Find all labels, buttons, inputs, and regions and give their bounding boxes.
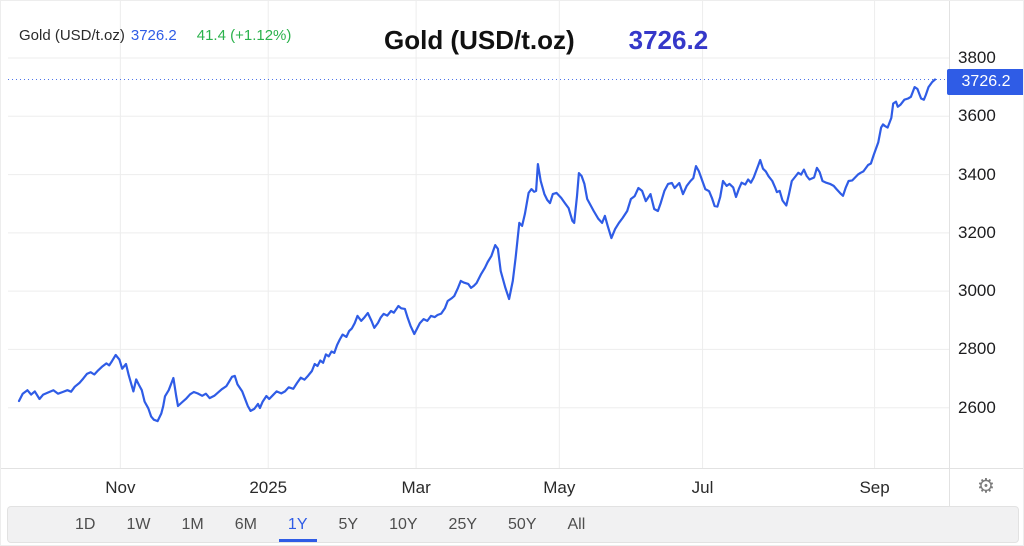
time-axis[interactable]: ⚙ Nov 2025 Mar May Jul Sep <box>1 468 1023 506</box>
chart-title-group: Gold (USD/t.oz) 3726.2 <box>384 25 708 55</box>
x-axis-label: 2025 <box>249 478 288 497</box>
range-button-25y[interactable]: 25Y <box>440 507 486 542</box>
range-button-1y[interactable]: 1Y <box>278 507 317 542</box>
price-line-chart[interactable] <box>8 1 949 468</box>
legend-symbol: Gold (USD/t.oz) <box>19 27 125 44</box>
y-axis-label: 3800 <box>958 48 996 67</box>
legend-price: 3726.2 <box>130 27 177 44</box>
y-axis-label: 3400 <box>958 164 996 184</box>
price-axis-divider <box>949 1 950 506</box>
legend-change: 41.4 (+1.12%) <box>196 27 292 44</box>
range-button-1m[interactable]: 1M <box>172 507 212 542</box>
range-button-6m[interactable]: 6M <box>226 507 266 542</box>
x-axis-label: Mar <box>401 478 431 497</box>
chart-legend: Gold (USD/t.oz) 3726.2 41.4 (+1.12%) <box>19 26 291 46</box>
y-axis-label: 3200 <box>958 222 996 242</box>
y-axis-label: 2800 <box>958 339 996 359</box>
x-axis-label: May <box>543 478 576 497</box>
range-toolbar: 1D 1W 1M 6M 1Y 5Y 10Y 25Y 50Y All <box>7 506 1019 543</box>
y-axis-label: 3000 <box>958 281 996 301</box>
x-axis-label: Sep <box>859 478 890 497</box>
y-axis-label: 3600 <box>958 106 996 126</box>
gear-icon[interactable]: ⚙ <box>977 475 995 498</box>
current-price-badge: 3726.2 <box>947 68 1023 95</box>
page-title: Gold (USD/t.oz) <box>384 25 575 55</box>
range-button-1w[interactable]: 1W <box>117 507 159 542</box>
x-axis-label: Nov <box>105 478 136 497</box>
price-axis[interactable]: 3726.2 3800 3600 3400 3200 3000 2800 2600 <box>947 1 1023 468</box>
y-axis-label: 2600 <box>958 397 996 417</box>
range-button-5y[interactable]: 5Y <box>330 507 368 542</box>
range-button-1d[interactable]: 1D <box>66 507 104 542</box>
range-button-10y[interactable]: 10Y <box>380 507 426 542</box>
range-button-all[interactable]: All <box>558 507 594 542</box>
range-button-50y[interactable]: 50Y <box>499 507 545 542</box>
price-series-line <box>17 78 937 423</box>
title-last-price: 3726.2 <box>628 25 709 55</box>
x-axis-label: Jul <box>691 478 714 497</box>
